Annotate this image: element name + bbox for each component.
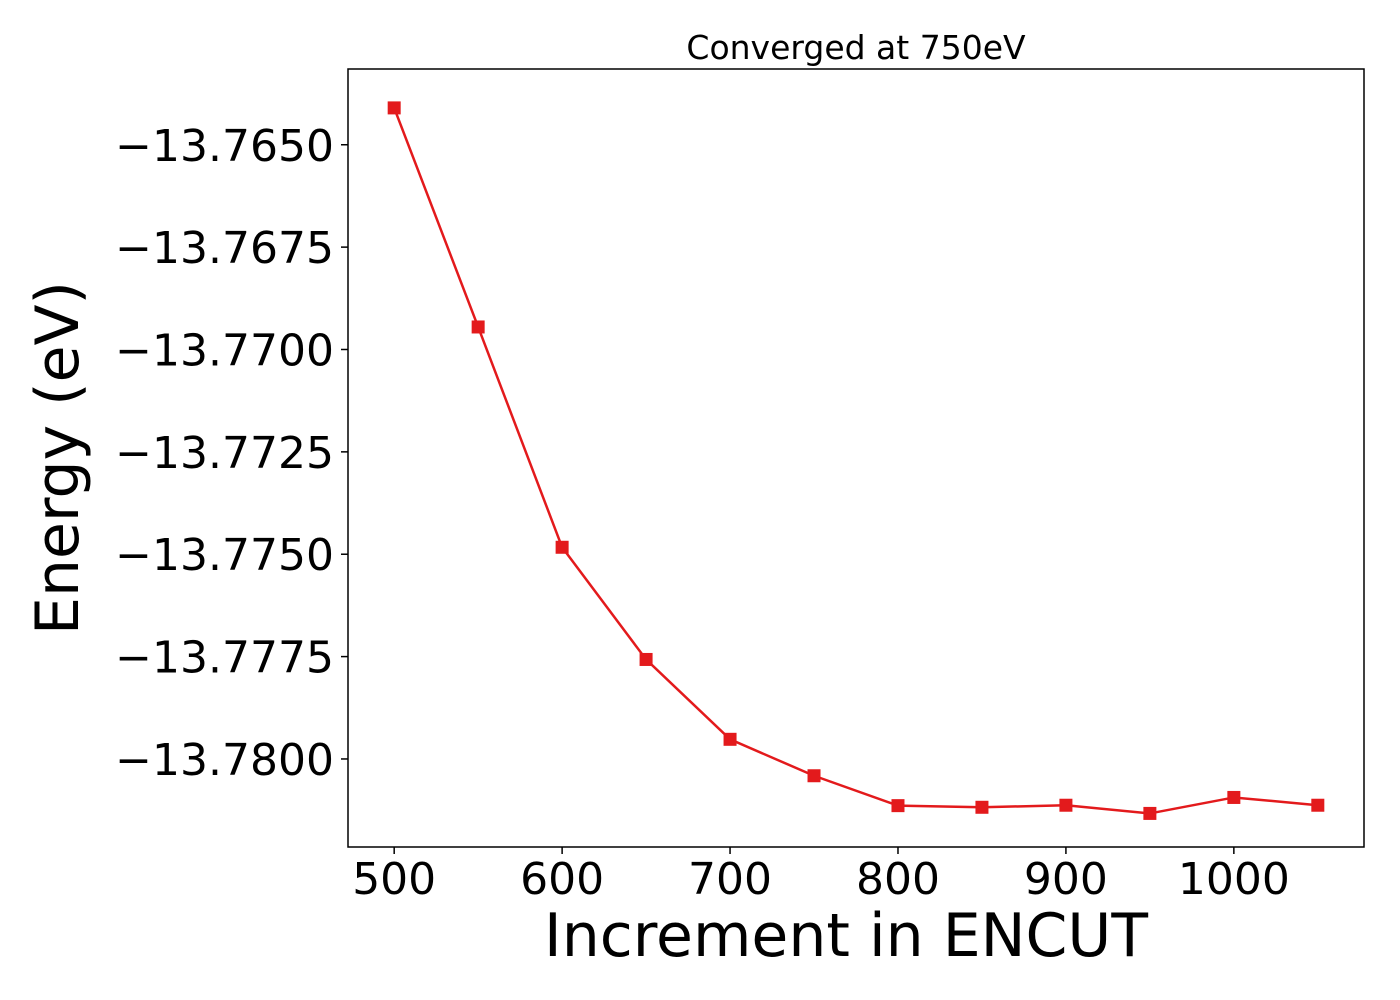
y-axis-title: Energy (eV) <box>23 281 93 635</box>
data-point-marker <box>1059 798 1073 812</box>
data-point-marker <box>387 101 401 115</box>
x-axis-ticks: 500 600 700 800 900 1000 <box>352 847 1290 905</box>
series-layer <box>387 101 1325 820</box>
y-axis-ticks: −13.7650 −13.7675 −13.7700 −13.7725 −13.7750… <box>115 121 348 786</box>
x-tick-label: 700 <box>688 854 772 905</box>
y-tick-label: −13.7775 <box>115 633 334 684</box>
chart-title: Converged at 750eV <box>686 28 1026 67</box>
y-tick-label: −13.7725 <box>115 428 334 479</box>
data-point-marker <box>639 652 653 666</box>
y-tick-label: −13.7650 <box>115 121 334 172</box>
data-point-marker <box>975 800 989 814</box>
data-point-marker <box>555 540 569 554</box>
plot-area-frame <box>347 68 1365 848</box>
data-point-marker <box>723 732 737 746</box>
y-tick-label: −13.7800 <box>115 735 334 786</box>
data-point-marker <box>891 799 905 813</box>
x-tick-label: 600 <box>520 854 604 905</box>
y-tick-label: −13.7750 <box>115 530 334 581</box>
series-line <box>393 107 1318 815</box>
data-point-marker <box>807 769 821 783</box>
x-tick-label: 900 <box>1024 854 1108 905</box>
x-axis-title: Increment in ENCUT <box>544 901 1148 971</box>
y-tick-label: −13.7700 <box>115 325 334 376</box>
data-point-marker <box>471 320 485 334</box>
data-point-marker <box>1143 806 1157 820</box>
y-tick-label: −13.7675 <box>115 223 334 274</box>
data-point-marker <box>1227 790 1241 804</box>
x-tick-label: 800 <box>856 854 940 905</box>
data-point-marker <box>1311 798 1325 812</box>
x-tick-label: 500 <box>352 854 436 905</box>
x-tick-label: 1000 <box>1178 854 1290 905</box>
